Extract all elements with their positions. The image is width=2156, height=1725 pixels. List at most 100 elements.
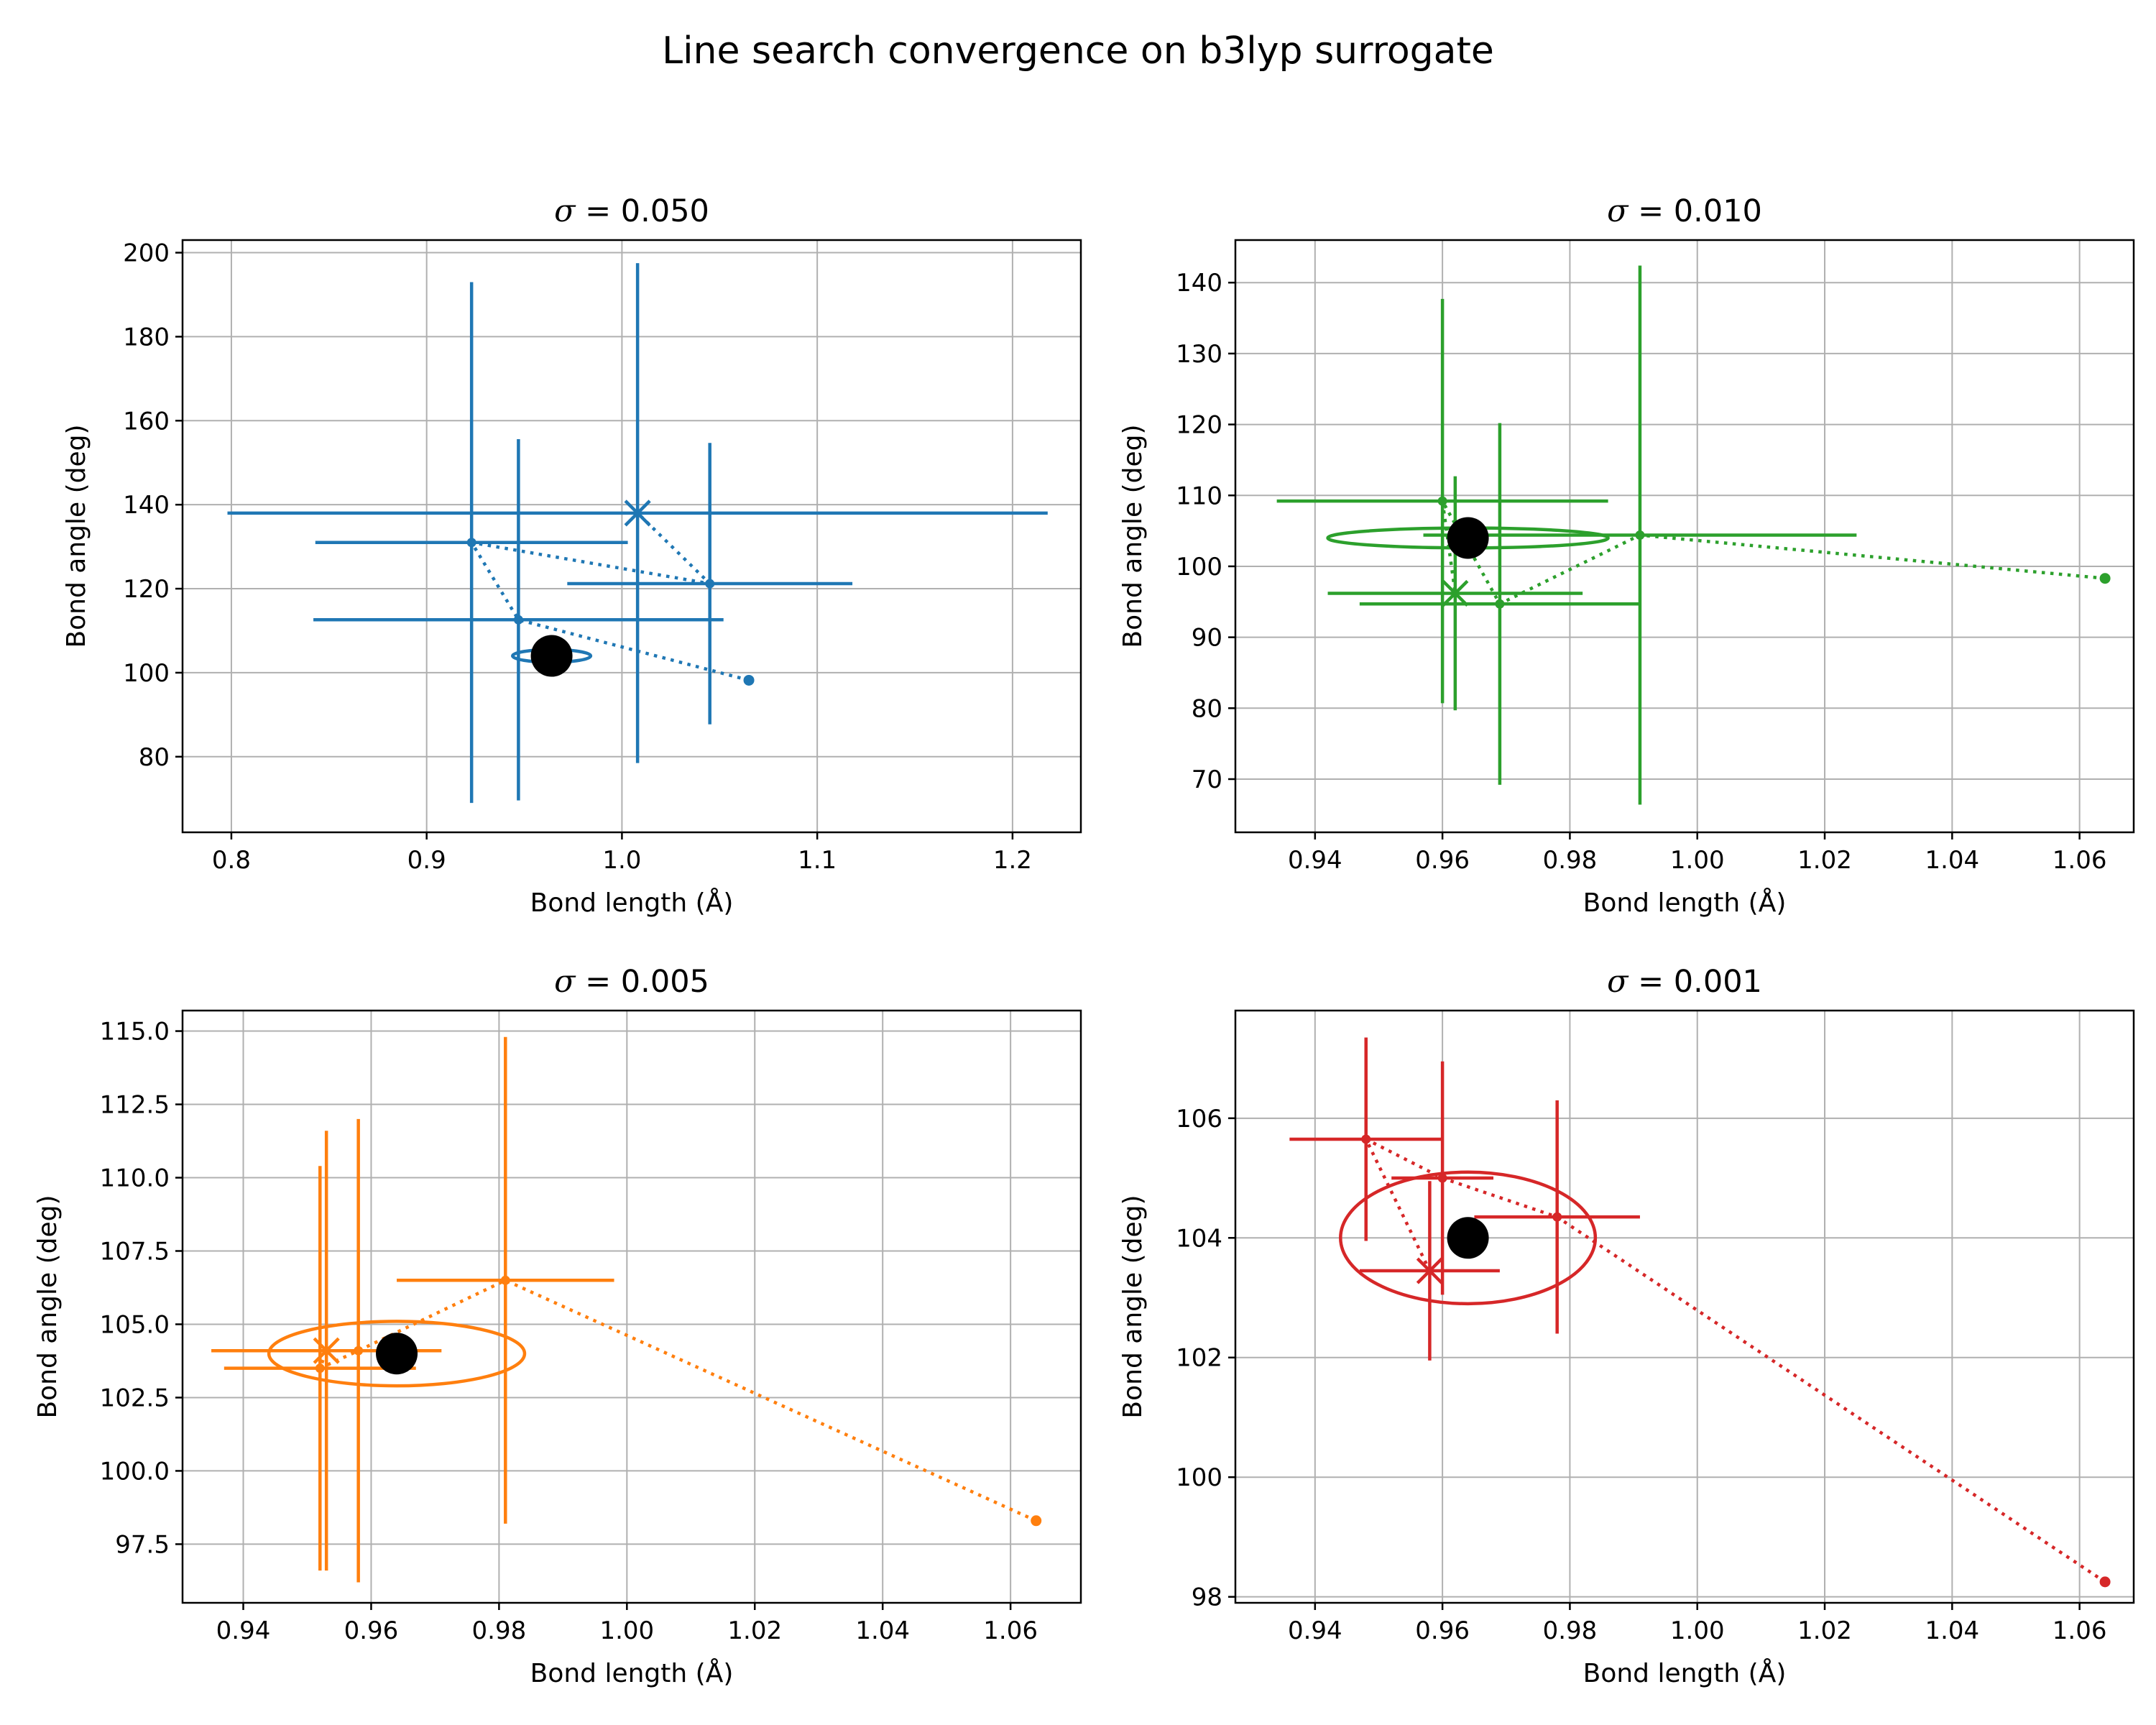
y-tick-label: 107.5 <box>100 1237 170 1266</box>
x-tick-label: 0.98 <box>472 1616 527 1645</box>
iterate-point <box>466 538 476 548</box>
y-tick-label: 110.0 <box>100 1164 170 1193</box>
x-tick-label: 0.96 <box>1415 1616 1470 1645</box>
iterate-point <box>1495 599 1505 609</box>
x-tick-label: 0.98 <box>1543 846 1598 875</box>
x-axis-label: Bond length (Å) <box>1583 1657 1787 1688</box>
uncertainty-ellipse <box>267 1320 527 1388</box>
figure-title: Line search convergence on b3lyp surroga… <box>662 29 1494 73</box>
final-point-x-marker <box>624 500 651 527</box>
sigma-symbol: σ <box>554 964 576 1000</box>
iterate-point <box>1635 530 1645 540</box>
optimum-point <box>376 1333 418 1375</box>
y-tick-label: 100 <box>123 659 170 688</box>
y-tick-label: 100 <box>1176 553 1222 581</box>
iterate-point <box>513 615 523 625</box>
x-tick-label: 0.94 <box>1288 1616 1342 1645</box>
x-tick-label: 0.96 <box>1415 846 1470 875</box>
iterate-point <box>1437 496 1447 506</box>
y-tick-label: 112.5 <box>100 1091 170 1120</box>
x-axis-label: Bond length (Å) <box>530 887 734 918</box>
y-tick-label: 104 <box>1176 1224 1222 1253</box>
y-tick-label: 200 <box>123 239 170 268</box>
iterate-point <box>1552 1212 1562 1222</box>
subplot-grid: 0.8 0.9 1.0 1.1 1.2 80 100 120 140 160 180 200 Bond … <box>33 193 2135 1688</box>
axes-frame <box>181 239 1082 834</box>
sigma-symbol: σ <box>1607 193 1629 229</box>
y-tick-label: 130 <box>1176 340 1222 369</box>
iterate-point <box>354 1346 364 1356</box>
start-point <box>2099 573 2111 584</box>
plot-area <box>211 1036 1042 1583</box>
sigma-symbol: σ <box>1607 964 1629 1000</box>
x-tick-label: 1.02 <box>1797 1616 1852 1645</box>
x-axis-label: Bond length (Å) <box>530 1657 734 1688</box>
x-tick-label: 1.00 <box>1670 1616 1725 1645</box>
y-tick-label: 106 <box>1176 1105 1222 1133</box>
optimum-point <box>530 635 573 677</box>
plot-area <box>1289 1037 2111 1588</box>
y-axis-label: Bond angle (deg) <box>1118 424 1148 648</box>
final-point-x-marker <box>1416 1257 1443 1284</box>
x-tick-label: 0.94 <box>1288 846 1342 875</box>
iterate-point <box>1437 1173 1447 1183</box>
x-tick-label: 1.04 <box>1925 846 1979 875</box>
iterate-point <box>315 1363 325 1374</box>
plot-area <box>227 263 1048 804</box>
x-tick-label: 1.1 <box>798 846 837 875</box>
y-tick-label: 180 <box>123 323 170 351</box>
subplot-1: 0.8 0.9 1.0 1.1 1.2 80 100 120 140 160 180 200 Bond … <box>62 193 1082 918</box>
x-tick-label: 1.2 <box>993 846 1032 875</box>
x-tick-label: 1.04 <box>855 1616 910 1645</box>
y-tick-label: 97.5 <box>115 1530 170 1559</box>
subplot-4: 0.94 0.96 0.98 1.00 1.02 1.04 1.06 98 100 102 104 1… <box>1118 964 2135 1688</box>
x-tick-label: 1.04 <box>1925 1616 1979 1645</box>
axes-frame <box>181 1009 1082 1604</box>
y-tick-label: 90 <box>1192 624 1222 653</box>
x-tick-label: 0.9 <box>407 846 446 875</box>
optimum-point <box>1447 517 1489 559</box>
subplot-title: σ = 0.005 <box>554 964 709 1000</box>
subplot-2: 0.94 0.96 0.98 1.00 1.02 1.04 1.06 70 80 90 100 110… <box>1118 193 2135 918</box>
subplot-3: 0.94 0.96 0.98 1.00 1.02 1.04 1.06 97.5 100.0 102… <box>33 964 1082 1688</box>
x-tick-label: 0.8 <box>212 846 251 875</box>
y-axis-label: Bond angle (deg) <box>62 424 91 648</box>
start-point <box>743 674 755 686</box>
y-tick-label: 102 <box>1176 1344 1222 1373</box>
x-tick-label: 0.98 <box>1543 1616 1598 1645</box>
subplot-title: σ = 0.050 <box>554 193 709 229</box>
x-tick-label: 1.02 <box>727 1616 782 1645</box>
x-tick-label: 0.96 <box>344 1616 399 1645</box>
y-axis-label: Bond angle (deg) <box>1118 1195 1148 1418</box>
x-tick-label: 1.06 <box>2053 846 2107 875</box>
y-tick-label: 100.0 <box>100 1457 170 1486</box>
final-point-x-marker <box>1442 579 1469 607</box>
sigma-symbol: σ <box>554 193 576 229</box>
uncertainty-ellipse <box>1339 1170 1598 1306</box>
search-path-line <box>317 1278 1037 1522</box>
y-tick-label: 140 <box>1176 269 1222 298</box>
iterate-point <box>500 1275 510 1285</box>
axes-frame <box>1234 239 2135 834</box>
y-tick-label: 120 <box>1176 411 1222 440</box>
x-tick-label: 1.06 <box>983 1616 1038 1645</box>
x-tick-label: 1.00 <box>599 1616 654 1645</box>
plot-area <box>1276 265 2111 805</box>
axes-frame <box>1234 1009 2135 1604</box>
x-tick-label: 0.94 <box>216 1616 271 1645</box>
y-tick-label: 100 <box>1176 1463 1222 1492</box>
x-tick-label: 1.02 <box>1797 846 1852 875</box>
y-tick-label: 80 <box>1192 694 1222 723</box>
y-tick-label: 140 <box>123 491 170 520</box>
y-tick-label: 70 <box>1192 765 1222 794</box>
y-tick-label: 105.0 <box>100 1310 170 1339</box>
iterate-point <box>705 579 715 589</box>
y-tick-label: 80 <box>139 743 170 772</box>
start-point <box>1031 1515 1042 1527</box>
x-tick-label: 1.0 <box>602 846 641 875</box>
subplot-title: σ = 0.001 <box>1607 964 1762 1000</box>
y-tick-label: 115.0 <box>100 1018 170 1046</box>
subplot-title: σ = 0.010 <box>1607 193 1762 229</box>
start-point <box>2099 1576 2111 1588</box>
